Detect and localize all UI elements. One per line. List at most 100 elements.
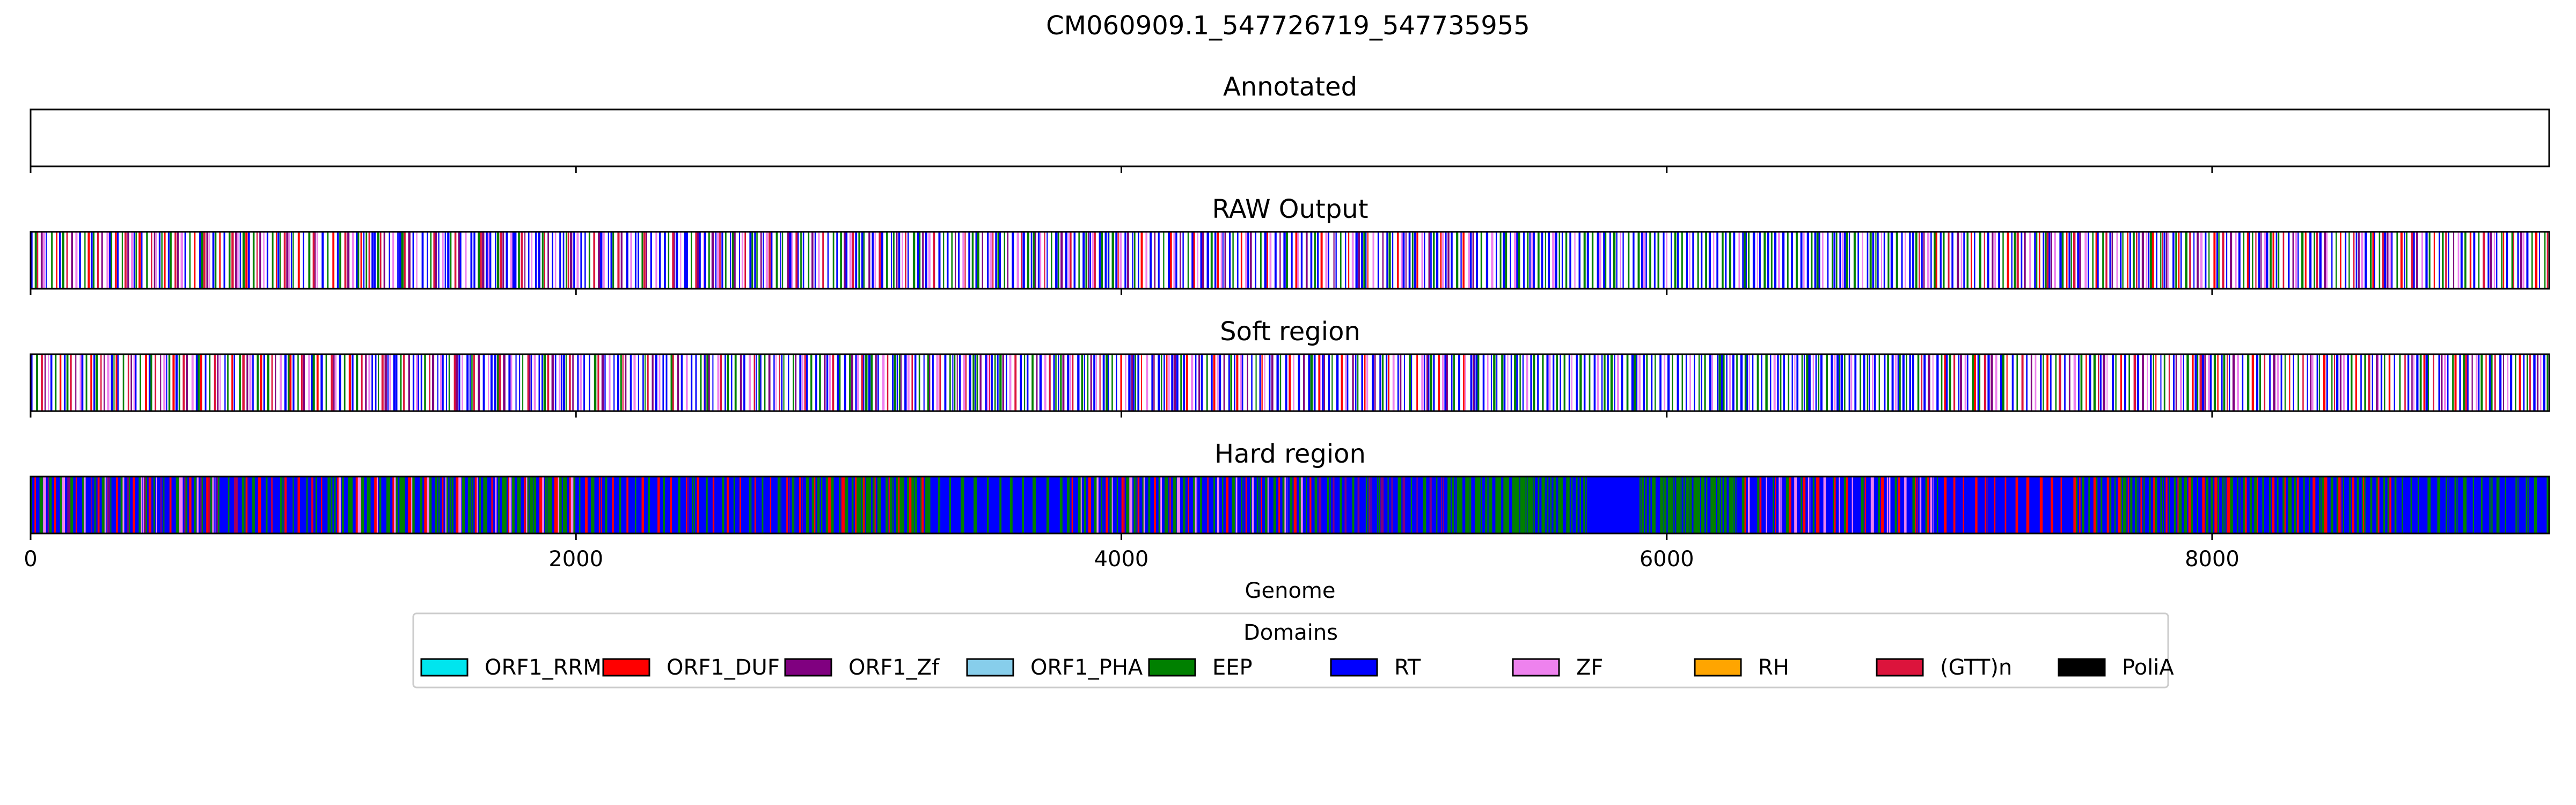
- hard-region-track-mark-rt: [1911, 477, 1912, 533]
- hard-region-track-mark-eep: [1895, 477, 1897, 533]
- raw-output-track-mark-rt: [1403, 232, 1405, 289]
- soft-region-track-mark-eep: [179, 354, 180, 411]
- soft-region-track-mark-eep: [2259, 354, 2261, 411]
- raw-output-track-mark-orf1-zf: [1007, 232, 1009, 289]
- soft-region-track-mark-eep: [356, 354, 358, 411]
- raw-output-track-mark-rt: [1867, 232, 1869, 289]
- soft-region-track-mark--gtt-n: [70, 354, 72, 411]
- soft-region-track-mark-rt: [2317, 354, 2318, 411]
- soft-region-track-mark-eep: [2428, 354, 2429, 411]
- soft-region-track-mark-eep: [1949, 354, 1951, 411]
- soft-region-track-mark--gtt-n: [182, 354, 185, 411]
- soft-region-track-mark-rt: [1027, 354, 1028, 411]
- hard-region-track-mark-rt: [710, 477, 711, 533]
- raw-output-track-mark-rt: [528, 232, 530, 289]
- raw-output-track-mark-rt: [2487, 232, 2489, 289]
- hard-region-track-mark-rt: [2341, 477, 2342, 533]
- hard-region-track-mark-orf1-duf: [1975, 477, 1977, 533]
- raw-output-track-mark-rt: [159, 232, 160, 289]
- soft-region-track-mark-zf: [1293, 354, 1294, 411]
- raw-output-track-mark--gtt-n: [2073, 232, 2075, 289]
- soft-region-track-mark-rt: [1841, 354, 1843, 411]
- hard-region-track-mark-rt: [1968, 477, 1969, 533]
- raw-output-track-mark-zf: [289, 232, 290, 289]
- soft-region-track-mark-eep: [1972, 354, 1974, 411]
- raw-output-track-mark--gtt-n: [2445, 232, 2447, 289]
- soft-region-track-mark-eep: [1024, 354, 1025, 411]
- raw-output-track-mark-eep: [2301, 232, 2303, 289]
- hard-region-track-mark-rt: [746, 477, 747, 533]
- hard-region-track-mark-eep: [218, 477, 219, 533]
- raw-output-track-mark-zf: [2522, 232, 2524, 289]
- hard-region-track-mark-orf1-duf: [713, 477, 714, 533]
- raw-output-track-mark-eep: [365, 232, 367, 289]
- raw-output-track-mark-eep: [2314, 232, 2315, 289]
- raw-output-track-mark-orf1-zf: [922, 232, 924, 289]
- soft-region-track-mark-orf1-zf: [2031, 354, 2032, 411]
- hard-region-track-mark-rt: [2391, 477, 2392, 533]
- soft-region-track-mark-orf1-zf: [303, 354, 305, 411]
- raw-output-track-mark-rt: [1424, 232, 1425, 289]
- hard-region-track-mark-rt: [994, 477, 995, 533]
- hard-region-track-mark-rt: [2266, 477, 2267, 533]
- soft-region-track-mark-orf1-zf: [45, 354, 46, 411]
- raw-output-track-mark-orf1-zf: [1202, 232, 1204, 289]
- soft-region-track-mark--gtt-n: [382, 354, 384, 411]
- raw-output-track-mark-orf1-duf: [219, 232, 221, 289]
- hard-region-track-mark-eep: [999, 477, 1001, 533]
- soft-region-track-mark-rt: [1133, 354, 1135, 411]
- hard-region-track-mark-rt: [2403, 477, 2404, 533]
- hard-region-track-mark-rt: [1750, 477, 1751, 533]
- hard-region-track-mark-rt: [1057, 477, 1058, 533]
- hard-region-track-mark-rt: [326, 477, 327, 533]
- raw-output-track-mark-zf: [2458, 232, 2460, 289]
- soft-region-track-mark-rt: [897, 354, 898, 411]
- hard-region-track-mark-rt: [1239, 477, 1240, 533]
- soft-region-track-mark-eep: [123, 354, 125, 411]
- hard-region-track-mark-eep: [111, 477, 112, 533]
- hard-region-track-mark-eep: [1730, 477, 1733, 533]
- raw-output-track-mark-rt: [1974, 232, 1975, 289]
- raw-output-track-mark-orf1-duf: [194, 232, 196, 289]
- hard-region-track-mark-rt: [775, 477, 777, 533]
- soft-region-track-mark-rt: [914, 354, 917, 411]
- soft-region-track-mark-zf: [882, 354, 884, 411]
- soft-region-track-mark-rt: [1151, 354, 1153, 411]
- soft-region-track-mark-rt: [483, 354, 485, 411]
- raw-output-track-mark-rt: [1701, 232, 1702, 289]
- hard-region-track-mark-rt: [515, 477, 516, 533]
- raw-output-track-mark-eep: [1260, 232, 1262, 289]
- hard-region-track-mark-rt: [96, 477, 97, 533]
- soft-region-track-mark-zf: [1146, 354, 1148, 411]
- hard-region-track-mark-orf1-duf: [284, 477, 287, 533]
- raw-output-track-mark-rt: [2148, 232, 2150, 289]
- soft-region-track-mark-orf1-duf: [60, 354, 61, 411]
- hard-region-track-mark-eep: [2402, 477, 2403, 533]
- raw-output-track-mark-zf: [465, 232, 467, 289]
- hard-region-track-mark-orf1-duf: [799, 477, 802, 533]
- hard-region-track-mark-eep: [517, 477, 519, 533]
- hard-region-track-mark-rt: [529, 477, 530, 533]
- soft-region-track-mark-zf: [1689, 354, 1691, 411]
- hard-region-track-mark-rt: [2025, 477, 2026, 533]
- hard-region-track-mark-rt: [371, 477, 372, 533]
- hard-region-track-mark-eep: [1717, 477, 1720, 533]
- soft-region-track-mark-eep: [735, 354, 737, 411]
- raw-output-track-mark--gtt-n: [992, 232, 993, 289]
- x-tick-label-4000: 4000: [1094, 547, 1149, 572]
- raw-output-track-mark-eep: [2464, 232, 2467, 289]
- hard-region-track-mark-rt: [1421, 477, 1422, 533]
- hard-region-track-mark-rt: [1986, 477, 1987, 533]
- soft-region-track-mark-eep: [1672, 354, 1673, 411]
- raw-output-track-mark-rt: [2266, 232, 2268, 289]
- hard-region-track-mark-orf1-duf: [298, 477, 301, 533]
- soft-region-track-mark--gtt-n: [2433, 354, 2434, 411]
- raw-output-track-mark-rt: [2506, 232, 2508, 289]
- hard-region-track-mark-eep: [648, 477, 650, 533]
- hard-region-track-mark-rt: [2456, 477, 2457, 533]
- raw-output-track-mark-orf1-duf: [332, 232, 334, 289]
- soft-region-track-mark-eep: [2384, 354, 2385, 411]
- hard-region-track-mark-rt: [964, 477, 965, 533]
- raw-output-track-mark-rt: [2043, 232, 2044, 289]
- hard-region-track-mark-rt: [159, 477, 160, 533]
